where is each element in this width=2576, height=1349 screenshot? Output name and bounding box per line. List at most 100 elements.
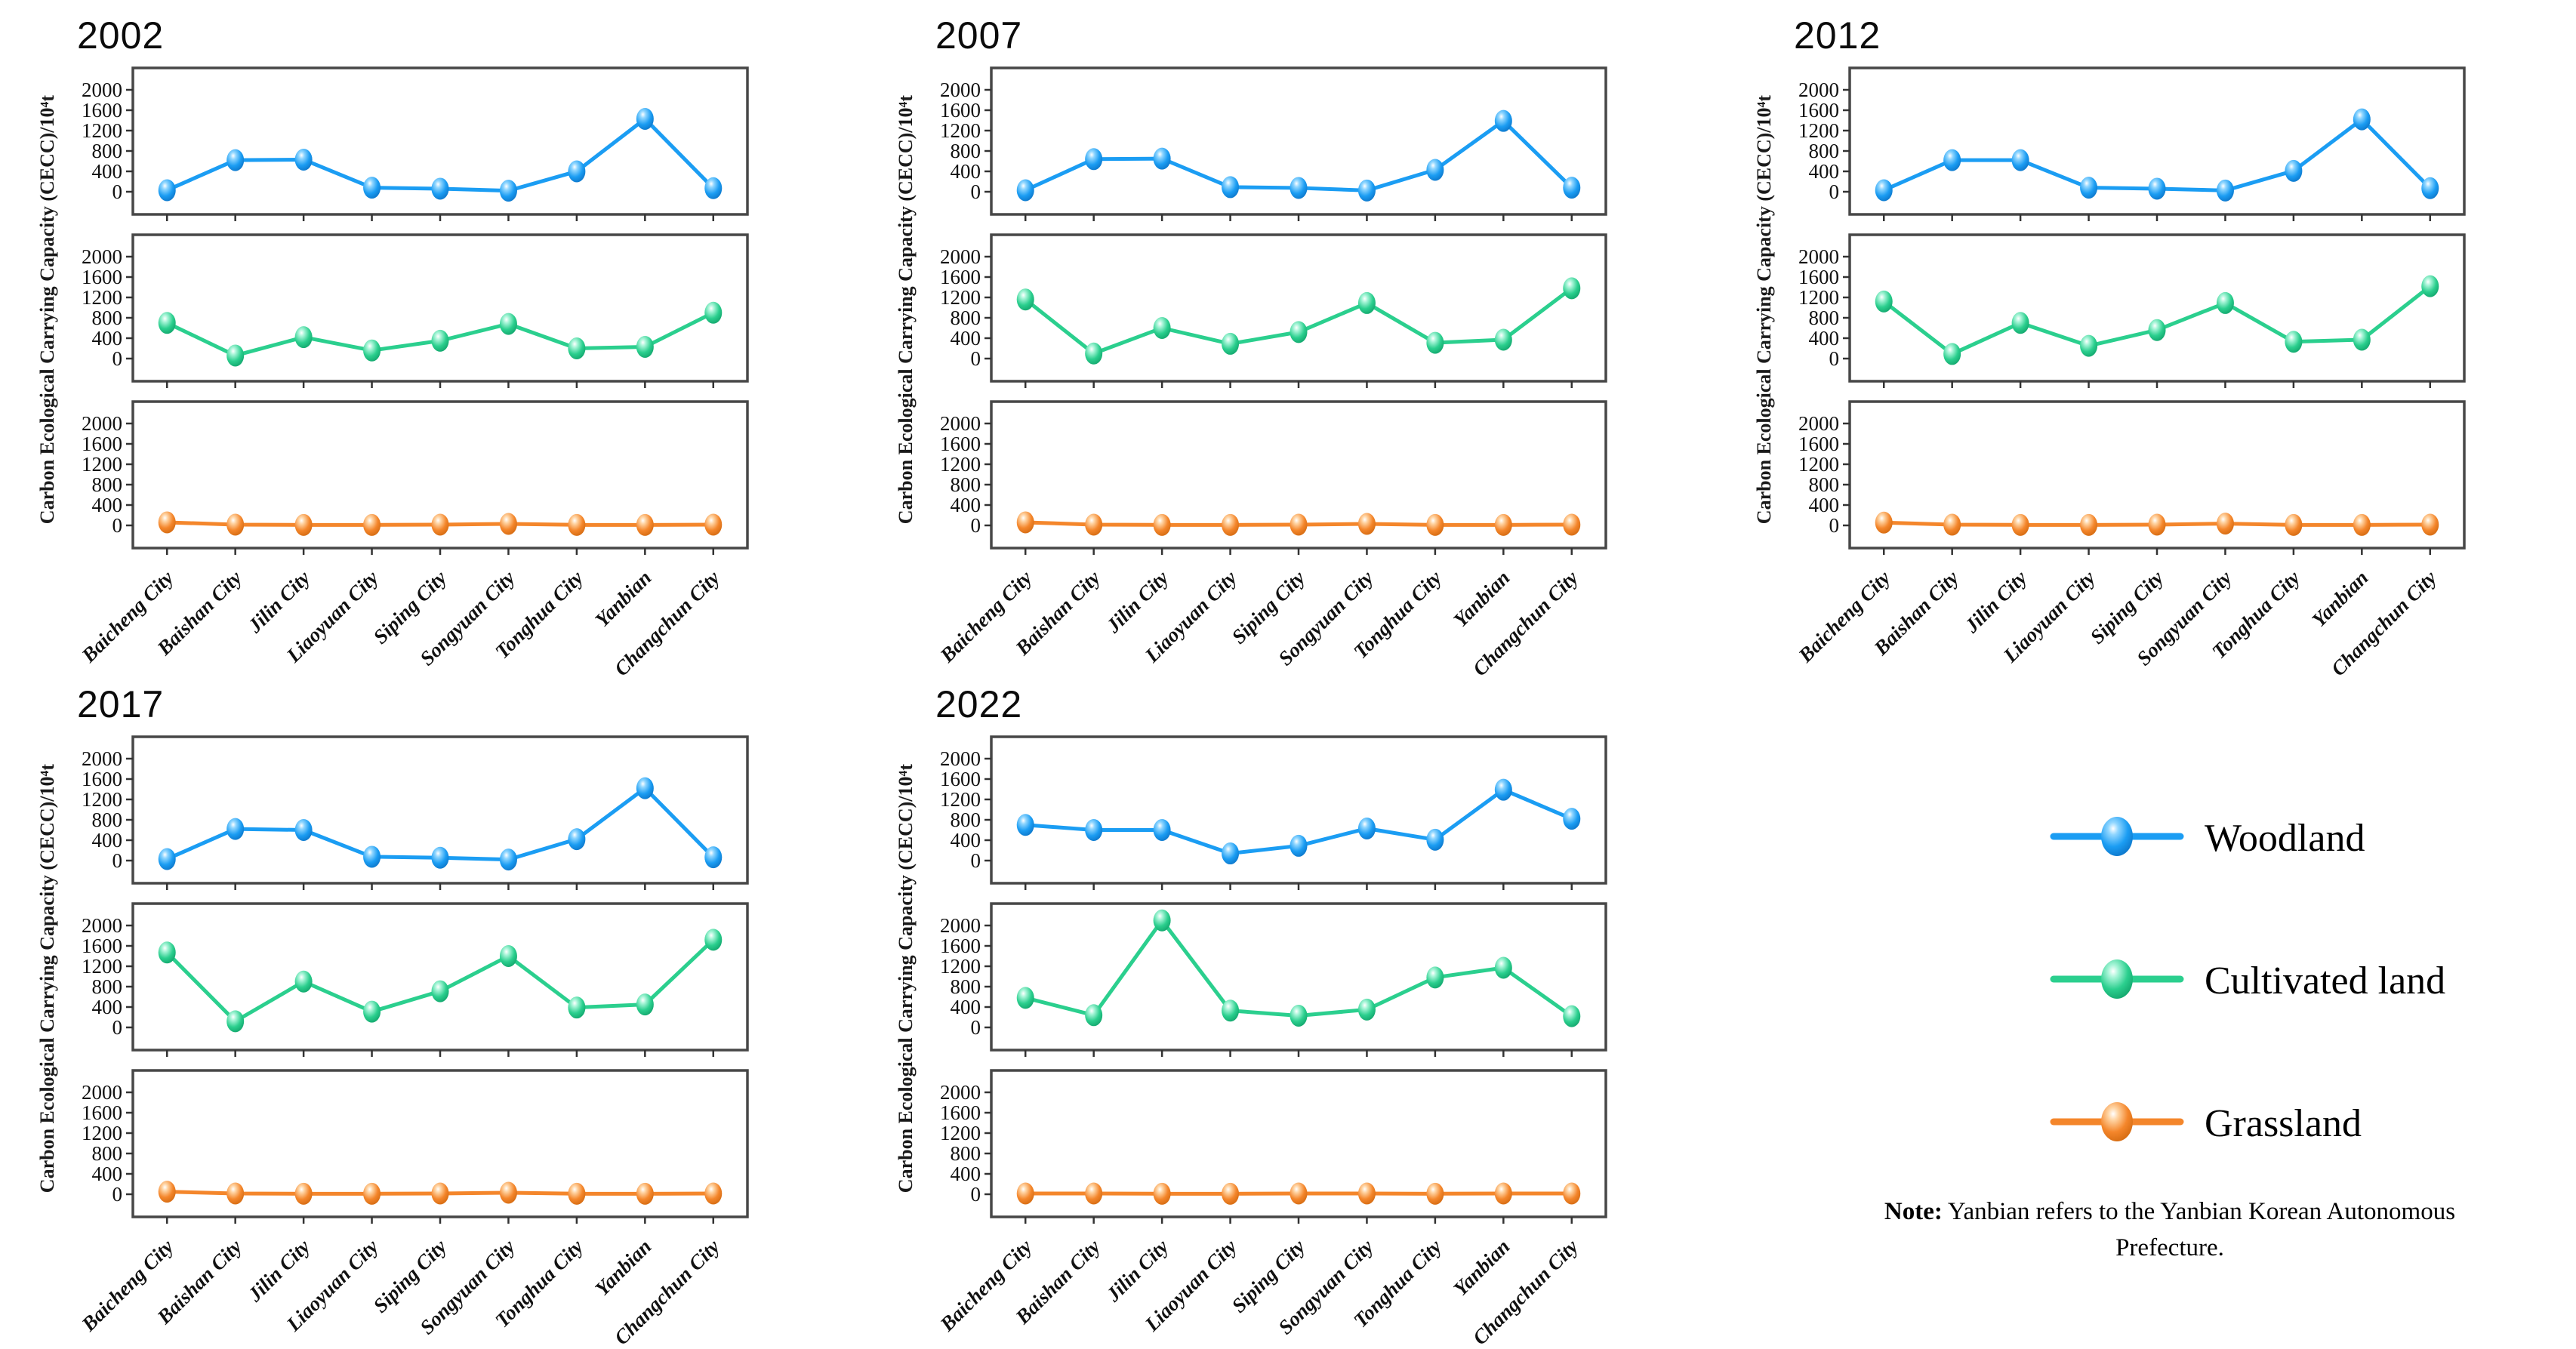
data-point: [1495, 110, 1512, 132]
legend-item-woodland: Woodland: [2049, 805, 2576, 870]
data-point: [636, 336, 654, 358]
legend-label: Grassland: [2205, 1101, 2362, 1146]
data-point: [363, 1183, 381, 1205]
x-axis-label: Yanbian: [1449, 1235, 1514, 1300]
data-point: [1563, 277, 1580, 299]
y-tick-label: 0: [112, 849, 123, 872]
y-tick-label: 2000: [940, 914, 981, 937]
data-point: [2149, 319, 2166, 341]
y-tick-label: 1600: [82, 266, 122, 288]
x-axis-label: Jilin City: [1102, 565, 1173, 637]
data-point: [1563, 177, 1580, 199]
data-point: [1943, 343, 1961, 365]
data-point: [500, 1181, 517, 1203]
cultivated-land-marker-icon: [2049, 947, 2185, 1015]
data-point: [500, 313, 517, 335]
y-tick-label: 1600: [82, 935, 122, 957]
data-point: [295, 971, 313, 993]
data-point: [1495, 957, 1512, 979]
data-point: [432, 1182, 449, 1204]
data-point: [1563, 1006, 1580, 1027]
y-tick-label: 800: [92, 140, 123, 162]
data-point: [500, 180, 517, 202]
y-tick-label: 800: [951, 306, 981, 329]
data-point: [1358, 1182, 1376, 1204]
data-point: [432, 330, 449, 352]
data-point: [159, 941, 176, 963]
data-point: [1290, 513, 1308, 535]
y-tick-label: 0: [112, 180, 123, 203]
y-tick-label: 0: [971, 514, 981, 537]
data-point: [2285, 331, 2302, 353]
data-point: [226, 513, 244, 535]
data-point: [1290, 835, 1308, 857]
plot-frame: [1850, 235, 2464, 381]
data-point: [2012, 514, 2029, 536]
data-point: [2149, 177, 2166, 199]
data-point: [500, 945, 517, 967]
y-tick-label: 0: [971, 180, 981, 203]
woodland-marker-icon: [2049, 804, 2185, 873]
data-point: [1154, 910, 1171, 932]
data-point: [1495, 329, 1512, 351]
y-tick-label: 1600: [940, 768, 981, 790]
panel-title: 2017: [77, 682, 858, 726]
y-tick-label: 400: [92, 829, 123, 852]
y-tick-label: 1200: [940, 453, 981, 476]
data-point: [1290, 1005, 1308, 1027]
y-tick-label: 400: [951, 996, 981, 1018]
data-point: [636, 778, 654, 799]
data-point: [704, 513, 722, 535]
data-point: [1085, 1182, 1102, 1204]
data-point: [2285, 160, 2302, 182]
data-point: [432, 513, 449, 535]
data-point: [704, 846, 722, 868]
data-point: [1426, 159, 1444, 180]
grassland-marker-icon: [2049, 1089, 2185, 1158]
y-tick-label: 400: [951, 829, 981, 852]
legend-marker: [2049, 947, 2185, 1012]
y-axis-label: Carbon Ecological Carrying Capacity (CEC…: [1753, 95, 1776, 524]
y-tick-label: 800: [1809, 140, 1840, 162]
y-tick-label: 800: [951, 140, 981, 162]
y-tick-label: 1600: [82, 1101, 122, 1124]
x-axis-label: Jilin City: [1102, 1234, 1173, 1306]
data-point: [295, 149, 313, 171]
data-point: [1222, 514, 1239, 536]
data-point: [1495, 779, 1512, 801]
data-point: [568, 337, 585, 359]
data-point: [1085, 343, 1102, 365]
data-point: [1154, 819, 1171, 841]
data-point: [1495, 1182, 1512, 1204]
data-point: [636, 514, 654, 536]
data-point: [226, 1182, 244, 1204]
y-tick-label: 800: [951, 808, 981, 831]
y-axis-label: Carbon Ecological Carrying Capacity (CEC…: [895, 764, 917, 1193]
y-tick-label: 800: [951, 1142, 981, 1165]
data-point: [2080, 514, 2097, 536]
panel-2012: 2012 Carbon Ecological Carrying Capacity…: [1717, 5, 2576, 673]
legend-marker: [2049, 804, 2185, 869]
data-point: [1154, 317, 1171, 339]
data-point: [568, 161, 585, 183]
legend-item-cultivated-land: Cultivated land: [2049, 948, 2576, 1013]
y-tick-label: 400: [92, 1163, 123, 1185]
y-tick-label: 1600: [940, 935, 981, 957]
data-point: [704, 177, 722, 199]
y-tick-label: 800: [92, 808, 123, 831]
data-point: [500, 513, 517, 534]
data-point: [159, 511, 176, 533]
data-point: [2421, 177, 2439, 199]
data-point: [704, 302, 722, 324]
data-point: [295, 819, 313, 841]
